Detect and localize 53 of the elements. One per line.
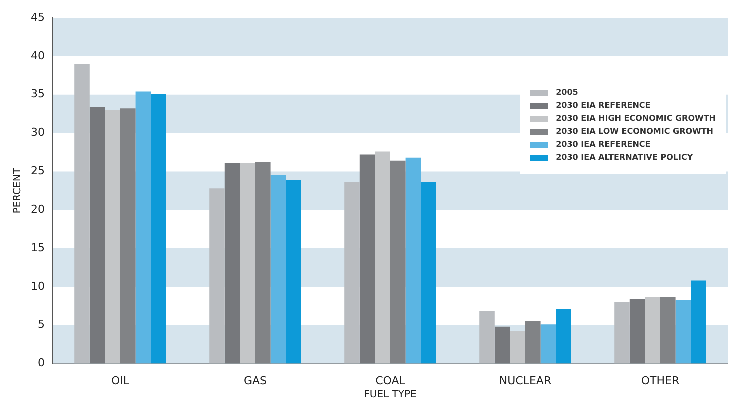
y-tick-label: 35 xyxy=(30,88,45,101)
y-tick-label: 15 xyxy=(30,241,45,254)
legend-label: 2030 EIA HIGH ECONOMIC GROWTH xyxy=(556,114,716,123)
bar xyxy=(120,108,136,364)
y-tick-label: 10 xyxy=(30,280,45,293)
bar xyxy=(151,94,166,364)
bar xyxy=(660,296,676,364)
y-tick-label: 0 xyxy=(38,356,45,370)
y-tick-label: 25 xyxy=(30,164,45,178)
bar xyxy=(136,92,152,364)
y-axis-title: PERCENT xyxy=(12,167,24,214)
bar xyxy=(406,158,422,364)
x-tick-label: OIL xyxy=(111,374,130,388)
x-tick-label: OTHER xyxy=(641,374,680,388)
bar xyxy=(691,280,706,364)
y-tick-label: 5 xyxy=(38,318,45,332)
bar xyxy=(645,296,660,364)
y-tick-label: 30 xyxy=(30,126,45,140)
legend-label: 2005 xyxy=(556,88,578,97)
legend-label: 2030 IEA ALTERNATIVE POLICY xyxy=(556,153,694,162)
bar xyxy=(210,188,225,364)
y-tick-label: 20 xyxy=(30,202,45,216)
bar xyxy=(256,162,271,364)
x-tick-label: COAL xyxy=(376,374,406,388)
bar xyxy=(556,309,572,364)
bar xyxy=(614,302,630,364)
bar xyxy=(270,176,286,364)
x-tick-label: NUCLEAR xyxy=(499,374,552,388)
bar xyxy=(480,312,495,364)
bar xyxy=(74,64,90,364)
bar xyxy=(224,163,240,364)
bar xyxy=(630,299,646,364)
bar xyxy=(90,107,106,364)
bar xyxy=(494,326,510,364)
bar xyxy=(105,110,120,364)
bar xyxy=(390,160,406,364)
y-tick-label: 40 xyxy=(30,49,45,62)
bar xyxy=(344,182,360,364)
legend-label: 2030 EIA LOW ECONOMIC GROWTH xyxy=(556,127,714,136)
bar xyxy=(526,322,541,364)
legend-label: 2030 EIA REFERENCE xyxy=(556,101,651,110)
bar xyxy=(540,324,556,364)
x-tick-label: GAS xyxy=(244,374,268,388)
bar xyxy=(375,152,390,364)
bar xyxy=(676,300,692,364)
bar xyxy=(240,163,256,364)
bar xyxy=(421,182,436,364)
y-tick-label: 45 xyxy=(30,10,45,24)
bar xyxy=(510,332,526,364)
bar xyxy=(360,154,376,364)
legend-label: 2030 IEA REFERENCE xyxy=(556,140,651,149)
x-axis-title: FUEL TYPE xyxy=(364,390,417,401)
bar xyxy=(286,180,302,364)
